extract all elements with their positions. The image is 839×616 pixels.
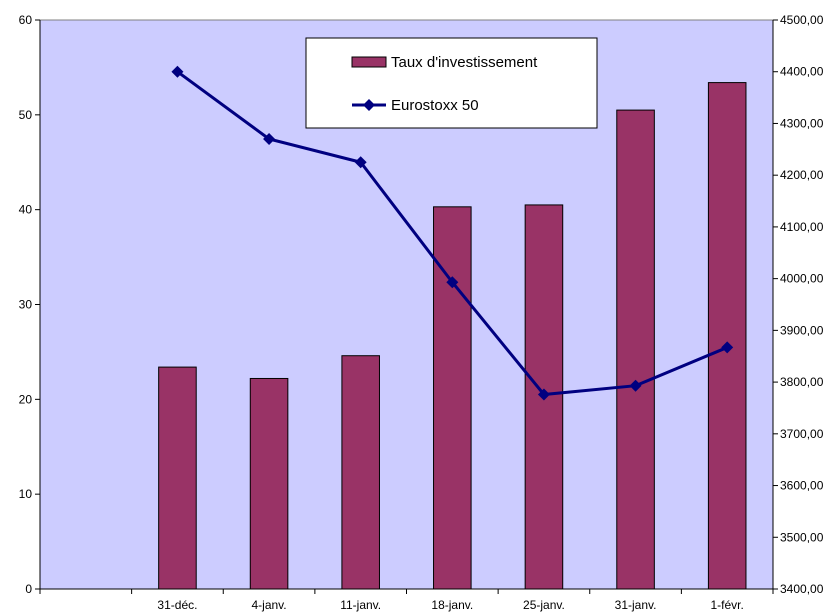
x-tick-label-7: 1-févr. xyxy=(711,598,744,612)
x-tick-label-4: 18-janv. xyxy=(431,598,473,612)
right-tick-label-1: 3500,00 xyxy=(780,530,824,544)
right-tick-label-11: 4500,00 xyxy=(780,13,824,27)
x-tick-label-3: 11-janv. xyxy=(340,598,381,612)
right-tick-label-10: 4400,00 xyxy=(780,65,824,79)
right-tick-label-3: 3700,00 xyxy=(780,427,824,441)
right-tick-label-4: 3800,00 xyxy=(780,375,824,389)
bar-6 xyxy=(616,109,655,590)
eurostoxx-point-2 xyxy=(263,132,276,145)
left-tick-label-1: 10 xyxy=(19,487,33,501)
right-tick-label-7: 4100,00 xyxy=(780,220,824,234)
right-tick-label-8: 4200,00 xyxy=(780,168,824,182)
eurostoxx-point-5 xyxy=(537,388,550,401)
right-tick-label-0: 3400,00 xyxy=(780,582,824,596)
left-tick-label-4: 40 xyxy=(19,203,33,217)
eurostoxx-point-4 xyxy=(446,276,459,289)
axes: 0 10 20 30 40 50 60 3400,00 3500,00 3600,00 3700,0… xyxy=(19,13,824,612)
right-tick-label-6: 4000,00 xyxy=(780,272,824,286)
left-tick-label-0: 0 xyxy=(25,582,32,596)
bar-7 xyxy=(707,82,747,590)
right-tick-label-2: 3600,00 xyxy=(780,479,824,493)
eurostoxx-point-3 xyxy=(354,156,367,169)
bar-3 xyxy=(341,355,380,590)
eurostoxx-point-6 xyxy=(629,379,642,392)
right-tick-label-5: 3900,00 xyxy=(780,323,824,337)
bar-2 xyxy=(249,377,289,590)
eurostoxx-point-1 xyxy=(171,65,184,78)
legend-bar-swatch xyxy=(351,56,387,68)
x-tick-label-6: 31-janv. xyxy=(615,598,657,612)
line-series xyxy=(171,65,734,401)
left-tick-label-6: 60 xyxy=(19,13,33,27)
legend-label-eurostoxx: Eurostoxx 50 xyxy=(391,97,479,114)
x-tick-label-1: 31-déc. xyxy=(157,598,197,612)
legend: Taux d'investissement Eurostoxx 50 xyxy=(305,37,598,129)
x-tick-label-5: 25-janv. xyxy=(523,598,565,612)
left-tick-label-3: 30 xyxy=(19,298,33,312)
legend-box xyxy=(305,37,598,129)
legend-line-marker xyxy=(363,99,375,111)
left-tick-label-2: 20 xyxy=(19,392,33,406)
left-tick-label-5: 50 xyxy=(19,108,33,122)
x-tick-label-2: 4-janv. xyxy=(251,598,286,612)
legend-label-taux: Taux d'investissement xyxy=(391,54,538,71)
right-tick-label-9: 4300,00 xyxy=(780,116,824,130)
bar-series xyxy=(158,82,747,590)
bar-1 xyxy=(158,366,197,590)
eurostoxx-point-7 xyxy=(721,341,734,354)
